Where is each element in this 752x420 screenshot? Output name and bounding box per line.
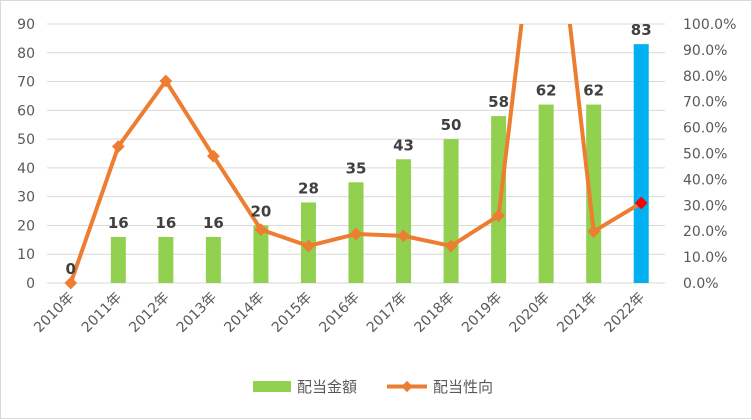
legend-label-line: 配当性向 <box>433 378 493 396</box>
bar <box>396 159 412 283</box>
line-marker <box>111 140 125 153</box>
bar <box>443 139 459 283</box>
bar-series <box>110 44 649 284</box>
line-marker <box>302 239 315 253</box>
left-tick-label: 20 <box>17 218 35 234</box>
x-tick-label: 2014年 <box>221 290 267 336</box>
line-marker <box>444 239 458 253</box>
left-tick-label: 0 <box>26 276 35 292</box>
x-tick-label: 2020年 <box>507 290 553 336</box>
left-tick-label: 30 <box>17 190 35 206</box>
line-marker <box>159 74 173 88</box>
right-tick-label: 80.0% <box>683 69 727 85</box>
left-tick-label: 80 <box>17 46 35 62</box>
bar-data-label: 28 <box>298 179 319 197</box>
bar <box>586 104 602 283</box>
bar-data-label: 43 <box>393 136 414 154</box>
line-marker <box>64 276 78 290</box>
right-tick-label: 50.0% <box>683 147 727 163</box>
bar <box>253 225 269 283</box>
x-axis-ticks: 2010年 2011年 2012年 2013年 2014年 2015年 2016年 2017年… <box>31 290 648 336</box>
x-tick-label: 2019年 <box>459 290 505 336</box>
legend-label-bar: 配当金額 <box>297 378 357 396</box>
x-tick-label: 2021年 <box>554 290 600 336</box>
bar-data-label: 16 <box>155 214 176 232</box>
left-tick-label: 60 <box>17 103 35 119</box>
x-tick-label: 2017年 <box>364 290 410 336</box>
gridlines <box>47 23 665 284</box>
bar-data-label: 16 <box>108 214 129 232</box>
x-tick-label: 2013年 <box>174 290 220 336</box>
legend-swatch-bar <box>253 381 291 392</box>
right-tick-label: 40.0% <box>683 172 727 188</box>
line-marker <box>492 209 505 223</box>
right-tick-label: 90.0% <box>683 43 727 59</box>
legend-swatch-marker <box>401 380 413 393</box>
left-tick-label: 70 <box>17 75 35 91</box>
bar <box>205 236 221 283</box>
x-tick-label: 2018年 <box>411 290 457 336</box>
line-marker <box>397 229 410 243</box>
x-tick-label: 2022年 <box>602 290 648 336</box>
x-tick-label: 2015年 <box>269 290 315 336</box>
right-tick-label: 70.0% <box>683 95 727 111</box>
x-tick-label: 2011年 <box>79 290 125 336</box>
left-tick-label: 10 <box>17 247 35 263</box>
bar-data-label: 62 <box>583 82 604 100</box>
bar-data-label: 35 <box>346 159 367 177</box>
bar-data-label: 0 <box>66 260 76 278</box>
right-axis-ticks: 0.0% 10.0% 20.0% 30.0% 40.0% 50.0% 60.0% 70.0% 8… <box>683 17 736 292</box>
bar-data-label: 83 <box>631 21 652 39</box>
line-marker <box>349 227 363 241</box>
right-tick-label: 100.0% <box>683 17 736 33</box>
x-tick-label: 2012年 <box>126 290 172 336</box>
line-marker <box>207 149 220 163</box>
bar-data-label: 16 <box>203 214 224 232</box>
bar-data-label: 50 <box>441 116 462 134</box>
data-labels: 0 16 16 16 20 28 35 43 50 58 62 62 83 <box>66 21 652 278</box>
bar-data-label: 20 <box>250 202 271 220</box>
left-tick-label: 40 <box>17 161 35 177</box>
bar <box>538 104 554 283</box>
right-tick-label: 30.0% <box>683 198 727 214</box>
bar-data-label: 58 <box>488 93 509 111</box>
right-tick-label: 60.0% <box>683 121 727 137</box>
bar <box>110 236 126 283</box>
bar <box>633 44 649 284</box>
bar-data-label: 62 <box>536 82 557 100</box>
right-tick-label: 20.0% <box>683 224 727 240</box>
left-tick-label: 90 <box>17 17 35 33</box>
left-tick-label: 50 <box>17 132 35 148</box>
x-tick-label: 2010年 <box>31 290 77 336</box>
bar <box>158 236 174 283</box>
right-tick-label: 10.0% <box>683 250 727 266</box>
legend: 配当金額 配当性向 <box>253 378 493 396</box>
left-axis-ticks: 0 10 20 30 40 50 60 70 80 90 <box>17 17 35 292</box>
right-tick-label: 0.0% <box>683 276 719 292</box>
x-tick-label: 2016年 <box>316 290 362 336</box>
